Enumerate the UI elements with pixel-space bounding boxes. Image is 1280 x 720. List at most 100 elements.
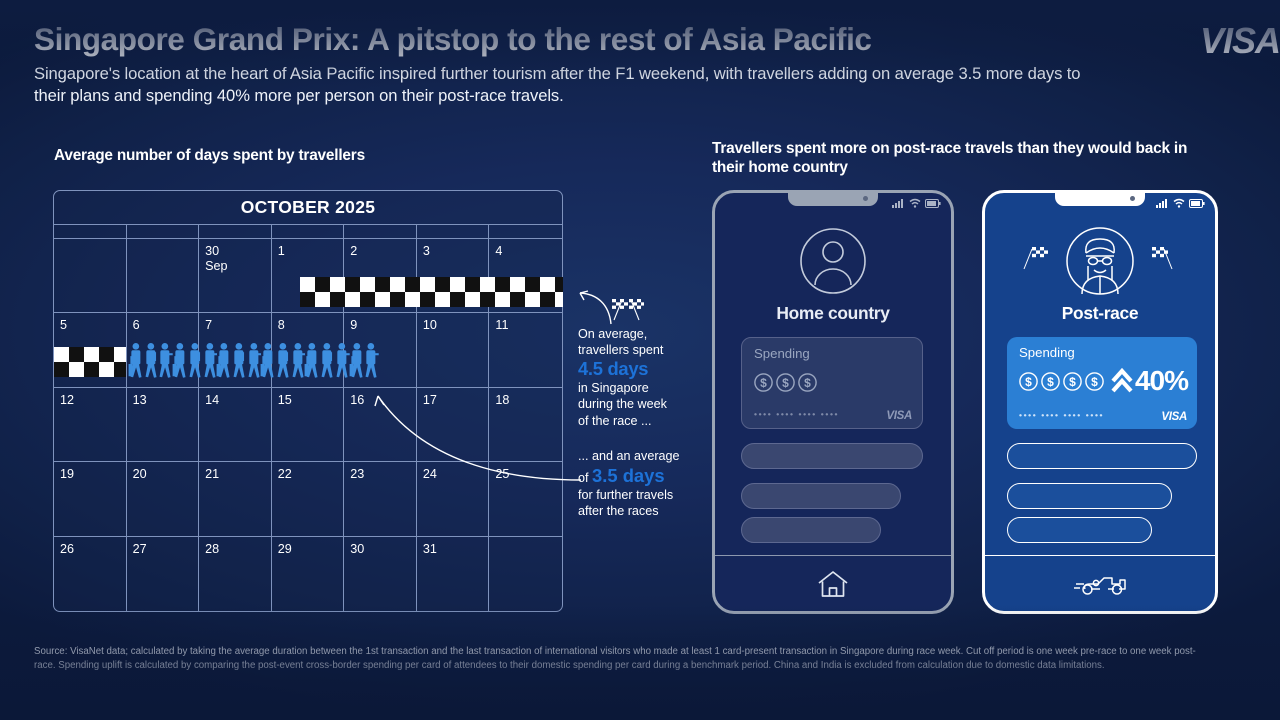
phone-post-navbar[interactable] — [985, 555, 1215, 611]
annotation-post-race: ... and an average of 3.5 days for furth… — [578, 448, 690, 519]
visa-logo: VISA — [1199, 20, 1280, 61]
calendar-day-number: 10 — [422, 318, 437, 333]
annotation-race-week: On average, travellers spent 4.5 days in… — [578, 326, 690, 429]
traveller-figure-icon — [172, 342, 186, 378]
calendar-day-number: 3 — [422, 244, 430, 258]
weekday-cell — [54, 225, 127, 238]
traveller-figure-icon — [248, 342, 262, 378]
weekday-cell — [127, 225, 200, 238]
placeholder-bar — [741, 443, 923, 469]
spending-uplift: 40% — [1110, 365, 1189, 397]
traveller-figure-icon — [233, 342, 245, 378]
weekday-cell — [272, 225, 345, 238]
spending-card-home-label: Spending — [754, 346, 810, 361]
phone-post-title: Post-race — [1061, 303, 1139, 323]
traveller-figure-icon — [145, 342, 157, 378]
traveller-figure-icon — [189, 342, 201, 378]
calendar-day-number: 30 — [205, 244, 220, 258]
annot1-line1: On average, — [578, 327, 648, 341]
battery-icon — [925, 198, 941, 208]
signal-icon — [1156, 199, 1167, 208]
svg-text:$: $ — [1069, 375, 1076, 389]
calendar-day-cell: 19 — [54, 462, 127, 537]
signal-icon — [892, 199, 903, 208]
calendar-day-number: 25 — [495, 467, 510, 482]
calendar-day-cell: 23 — [344, 462, 417, 537]
card-visa-logo-home: VISA — [886, 410, 912, 422]
calendar-day-number: 2 — [350, 244, 358, 258]
traveller-figure-icon — [216, 342, 230, 378]
calendar-day-number: 26 — [60, 541, 75, 556]
battery-icon — [1189, 198, 1205, 208]
calendar-day-cell: 20 — [126, 462, 200, 537]
calendar-day-cell: 31 — [417, 536, 490, 611]
weekday-cell — [199, 225, 272, 238]
calendar-day-cell: 17 — [416, 387, 490, 463]
annot1-line4: during the week — [578, 397, 667, 412]
traveller-figure-icon — [321, 342, 333, 378]
calendar-day-cell — [54, 239, 127, 314]
calendar-day-cell: 27 — [127, 536, 200, 611]
calendar-day-number: 24 — [422, 467, 437, 482]
status-bar-home — [892, 198, 941, 208]
calendar-day-cell: 13 — [126, 387, 200, 463]
svg-text:$: $ — [1025, 375, 1032, 389]
calendar-day-number: 12 — [60, 392, 75, 407]
calendar-day-cell: 11 — [489, 313, 562, 388]
traveller-figure-icon — [128, 342, 142, 378]
dollar-coin-icon: $ — [1063, 372, 1082, 391]
calendar-day-number: 30 — [350, 541, 365, 556]
calendar-day-cell: 29 — [272, 536, 345, 611]
calendar-day-number: 22 — [277, 467, 292, 482]
weekday-cell — [417, 225, 490, 238]
traveller-figure-icon — [260, 342, 274, 378]
f1-car-icon[interactable] — [1072, 571, 1128, 597]
placeholder-bar — [1007, 517, 1152, 543]
uplift-value: 40% — [1134, 365, 1189, 396]
home-icon[interactable] — [816, 569, 850, 599]
calendar-day-cell: 24 — [416, 462, 490, 537]
calendar-day-number: 29 — [277, 541, 292, 556]
status-bar-post — [1156, 198, 1205, 208]
placeholder-bar — [741, 517, 881, 543]
calendar-day-number: 21 — [205, 467, 220, 482]
traveller-figure-icon — [292, 342, 306, 378]
calendar-day-cell: 10 — [416, 313, 490, 388]
spending-card-post-label: Spending — [1019, 345, 1075, 360]
calendar-day-number: 13 — [132, 392, 147, 407]
annot1-highlight: 4.5 days — [578, 358, 649, 380]
calendar-day-number: 23 — [350, 467, 365, 482]
calendar-day-cell — [489, 537, 562, 611]
calendar-day-number: 1 — [277, 244, 285, 258]
svg-text:$: $ — [804, 376, 811, 390]
avatar-post-race-group — [985, 225, 1215, 299]
annot2-line1: ... and an average — [578, 449, 680, 463]
camera-dot-icon — [1130, 196, 1135, 201]
card-number-home: •••• •••• •••• •••• — [754, 409, 840, 419]
phone-home-navbar[interactable] — [715, 555, 951, 611]
traveller-figure-icon — [159, 342, 174, 378]
wifi-icon — [1173, 198, 1185, 208]
page-title: Singapore Grand Prix: A pitstop to the r… — [34, 21, 872, 57]
calendar-day-cell: 30 Sep — [199, 239, 272, 314]
calendar-day-cell — [126, 239, 200, 314]
weekday-cell — [489, 225, 562, 238]
calendar-day-cell: 12 — [54, 387, 127, 463]
traveller-figure-icon — [365, 342, 379, 378]
calendar-weekday-strip — [54, 225, 562, 239]
spending-card-home: Spending $ $ $ •••• •••• •••• •••• VISA — [741, 337, 923, 429]
calendar-day-cell: 15 — [271, 387, 345, 463]
checkered-flag-band-race-day — [54, 347, 126, 377]
weekday-cell — [344, 225, 417, 238]
calendar-day-number: 31 — [422, 541, 437, 556]
calendar-day-cell: 16 — [344, 387, 417, 463]
calendar-day-number: 5 — [60, 318, 68, 333]
calendar-day-number: 20 — [132, 467, 147, 482]
double-chevron-up-icon — [1111, 367, 1133, 393]
calendar-day-number: 17 — [422, 392, 437, 407]
traveller-figure-icon — [336, 342, 350, 378]
coin-icons-post: $ $ $ $ — [1018, 371, 1105, 392]
placeholder-bar — [1007, 483, 1172, 509]
calendar-day-number: 15 — [277, 392, 292, 407]
traveller-figure-icon — [349, 342, 363, 378]
